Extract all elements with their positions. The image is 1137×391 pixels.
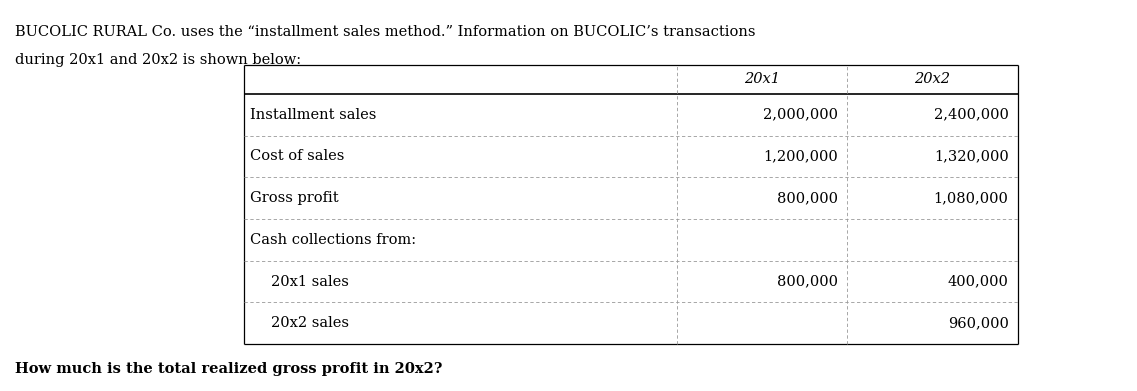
Text: 20x1: 20x1 [744,72,780,86]
Text: 800,000: 800,000 [777,274,838,289]
Text: 2,400,000: 2,400,000 [933,108,1009,122]
Text: Installment sales: Installment sales [250,108,376,122]
Text: BUCOLIC RURAL Co. uses the “installment sales method.” Information on BUCOLIC’s : BUCOLIC RURAL Co. uses the “installment … [15,25,755,39]
Text: 1,080,000: 1,080,000 [933,191,1009,205]
Text: 960,000: 960,000 [947,316,1009,330]
Text: 20x2: 20x2 [914,72,951,86]
Text: 20x1 sales: 20x1 sales [271,274,348,289]
Text: during 20x1 and 20x2 is shown below:: during 20x1 and 20x2 is shown below: [15,53,301,67]
Text: 20x2 sales: 20x2 sales [271,316,349,330]
Text: Gross profit: Gross profit [250,191,339,205]
Text: 800,000: 800,000 [777,191,838,205]
Text: Cost of sales: Cost of sales [250,149,345,163]
Text: 2,000,000: 2,000,000 [763,108,838,122]
Text: Cash collections from:: Cash collections from: [250,233,416,247]
Text: 1,320,000: 1,320,000 [933,149,1009,163]
Text: 400,000: 400,000 [947,274,1009,289]
Text: How much is the total realized gross profit in 20x2?: How much is the total realized gross pro… [15,362,442,376]
Text: 1,200,000: 1,200,000 [763,149,838,163]
